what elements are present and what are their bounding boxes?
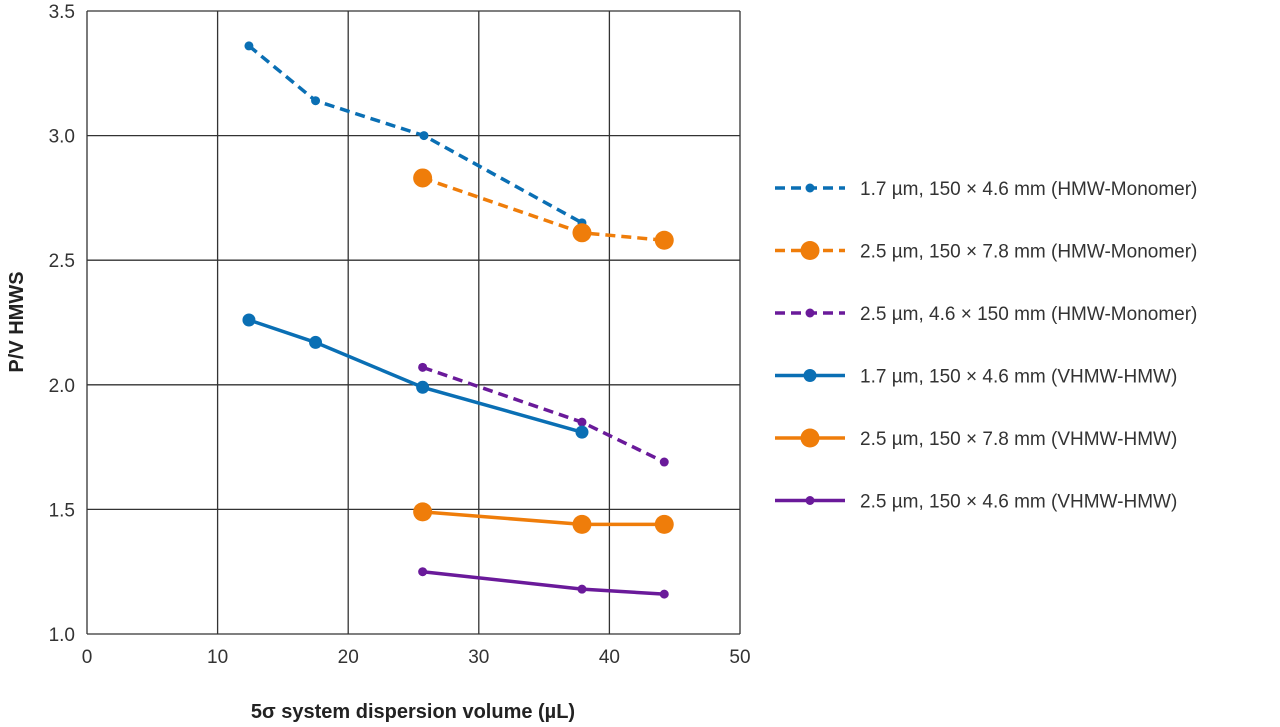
legend-item: 2.5 µm, 150 × 4.6 mm (VHMW-HMW): [775, 492, 1177, 513]
series-1: [244, 41, 587, 228]
data-point: [311, 96, 321, 106]
y-tick-label: 2.5: [49, 251, 75, 272]
data-point: [572, 223, 592, 243]
legend-label: 2.5 µm, 150 × 7.8 mm (VHMW-HMW): [860, 429, 1177, 450]
x-tick-label: 40: [599, 647, 620, 668]
legend-label: 2.5 µm, 150 × 7.8 mm (HMW-Monomer): [860, 242, 1197, 263]
data-point: [659, 589, 669, 599]
data-point: [577, 584, 587, 594]
series-line: [422, 365, 666, 464]
x-tick-label: 0: [82, 647, 93, 668]
data-point: [654, 514, 674, 534]
data-point: [419, 131, 429, 141]
series-3: [418, 362, 669, 467]
x-tick-label: 30: [468, 647, 489, 668]
series-line: [422, 176, 665, 243]
series-layer: [242, 41, 674, 599]
data-point: [572, 514, 592, 534]
data-point: [659, 457, 669, 467]
data-point: [418, 567, 428, 577]
y-tick-label: 1.5: [49, 500, 75, 521]
grid: [86, 10, 741, 635]
data-point: [577, 417, 587, 427]
data-point: [654, 230, 674, 250]
data-point: [244, 41, 254, 51]
legend-label: 1.7 µm, 150 × 4.6 mm (HMW-Monomer): [860, 179, 1197, 200]
legend-item: 2.5 µm, 4.6 × 150 mm (HMW-Monomer): [775, 304, 1197, 325]
y-tick-label: 2.0: [49, 376, 75, 397]
data-point: [309, 335, 323, 349]
legend-item: 1.7 µm, 150 × 4.6 mm (VHMW-HMW): [775, 367, 1177, 388]
y-axis-ticks: 1.0 1.5 2.0 2.5 3.0 3.5: [49, 2, 75, 646]
legend-marker: [800, 241, 820, 260]
data-point: [416, 380, 430, 394]
series-5: [413, 502, 674, 534]
legend-marker: [803, 369, 817, 382]
series-line: [422, 510, 665, 527]
y-tick-label: 3.0: [49, 127, 75, 148]
series-line: [422, 569, 665, 596]
legend-label: 1.7 µm, 150 × 4.6 mm (VHMW-HMW): [860, 367, 1177, 388]
x-axis-ticks: 0 10 20 30 40 50: [82, 647, 751, 668]
series-6: [418, 567, 669, 599]
data-point: [575, 425, 589, 439]
legend: 1.7 µm, 150 × 4.6 mm (HMW-Monomer) 2.5 µm…: [775, 179, 1197, 513]
legend-marker: [805, 183, 815, 193]
x-axis-label: 5σ system dispersion volume (µL): [251, 701, 575, 723]
legend-item: 1.7 µm, 150 × 4.6 mm (HMW-Monomer): [775, 179, 1197, 200]
y-tick-label: 1.0: [49, 625, 75, 646]
y-tick-label: 3.5: [49, 2, 75, 23]
data-point: [418, 362, 428, 372]
data-point: [242, 313, 256, 327]
x-tick-label: 20: [338, 647, 359, 668]
legend-marker: [805, 496, 815, 505]
legend-label: 2.5 µm, 150 × 4.6 mm (VHMW-HMW): [860, 492, 1177, 513]
legend-item: 2.5 µm, 150 × 7.8 mm (VHMW-HMW): [775, 428, 1177, 450]
legend-marker: [800, 428, 820, 448]
series-4: [242, 313, 589, 439]
series-2: [413, 168, 674, 250]
data-point: [413, 168, 433, 188]
x-tick-label: 50: [729, 647, 750, 668]
legend-label: 2.5 µm, 4.6 × 150 mm (HMW-Monomer): [860, 304, 1197, 325]
legend-item: 2.5 µm, 150 × 7.8 mm (HMW-Monomer): [775, 241, 1197, 263]
legend-marker: [805, 308, 815, 318]
y-axis-label: P/V HMWS: [6, 271, 28, 372]
series-line: [247, 44, 583, 225]
x-tick-label: 10: [207, 647, 228, 668]
series-line: [248, 318, 583, 434]
data-point: [413, 502, 433, 522]
